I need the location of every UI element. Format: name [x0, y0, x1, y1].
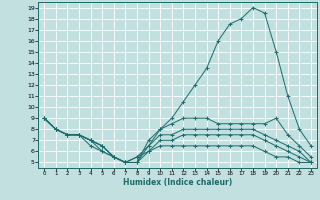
X-axis label: Humidex (Indice chaleur): Humidex (Indice chaleur) — [123, 178, 232, 187]
